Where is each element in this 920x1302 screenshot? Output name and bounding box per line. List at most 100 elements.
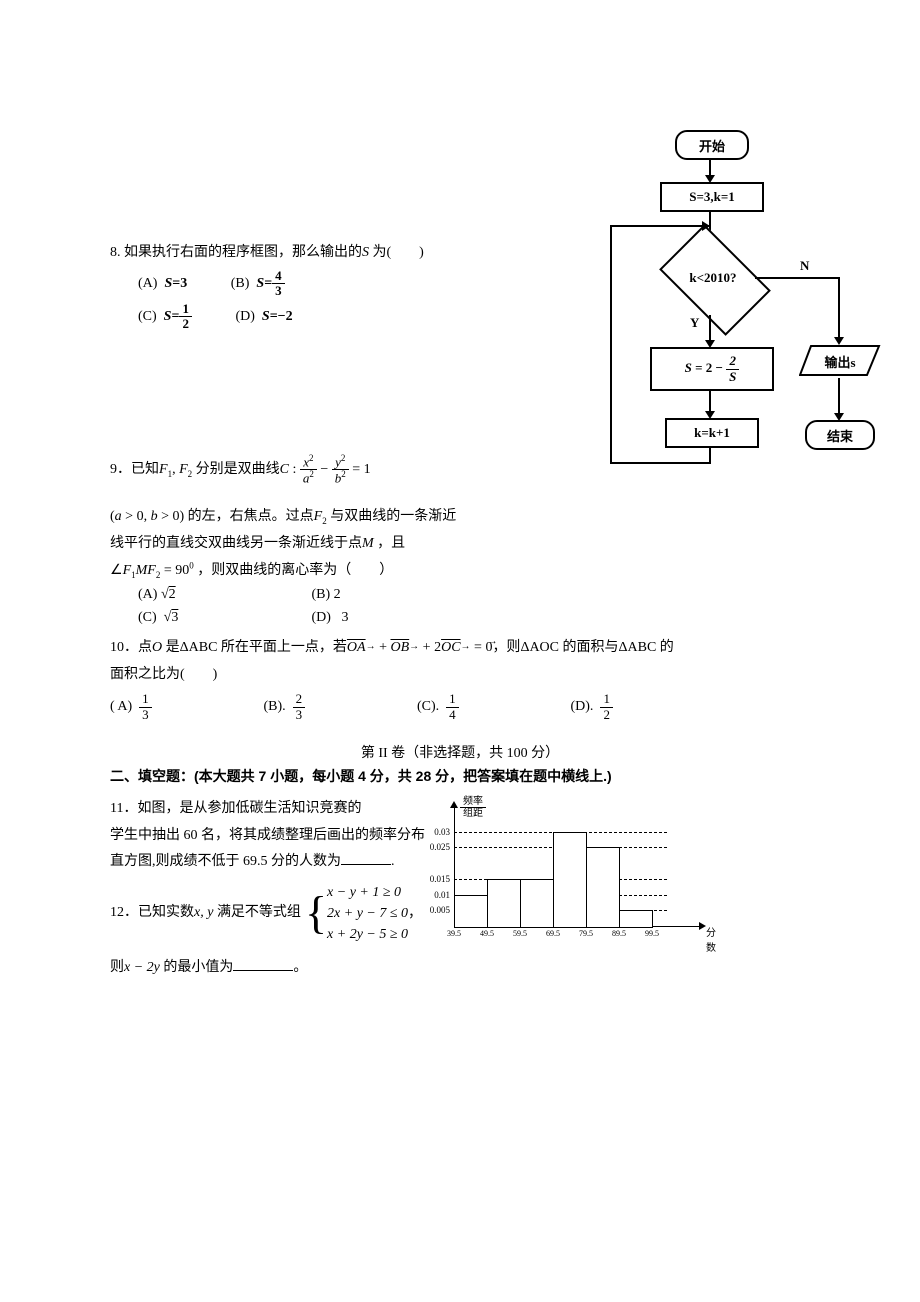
opt-num: 2 (293, 692, 306, 707)
q9-line1: 9．已知F1, F2 分别是双曲线C : x2a2 − y2b2 = 1 (110, 462, 371, 477)
opt-lhs: S (262, 309, 270, 324)
q10-mid1: 是 (162, 640, 180, 655)
opt-den: 4 (446, 708, 459, 722)
q12-mid: 满足不等式组 (213, 905, 301, 920)
flowchart-process: S = 2 − 2S (650, 347, 774, 391)
opt-label: (B) (312, 587, 331, 602)
opt-num: 4 (272, 269, 285, 284)
flowchart-line (610, 225, 709, 227)
q10-line2: 面积之比为( ) (110, 667, 217, 682)
q12-equations: x − y + 1 ≥ 0 2x + y − 7 ≤ 0， x + 2y − 5… (327, 882, 422, 945)
q9-l4end: ，则双曲线的离心率为（ ） (194, 563, 394, 578)
q8-option-d: (D) S=−2 (235, 300, 292, 334)
q9-m: M (362, 536, 374, 551)
opt-label: (C) (138, 309, 157, 324)
y-tick-label: 0.03 (420, 827, 450, 837)
histogram-bar (619, 910, 653, 928)
q8-var: S (362, 245, 369, 260)
q10-oa: OA (347, 640, 366, 655)
flowchart-no-label: N (800, 258, 809, 274)
flowchart-line (755, 277, 840, 279)
q11-blank[interactable] (341, 850, 391, 865)
opt-label: (A) (138, 276, 157, 291)
flowchart-end: 结束 (805, 420, 875, 450)
opt-label: (D) (312, 610, 331, 625)
part2-title: 第 II 卷（非选择题，共 100 分） (110, 742, 810, 762)
q9-comma: , (172, 462, 179, 477)
opt-label: (D). (571, 699, 594, 714)
question-10: 10．点O 是ΔABC 所在平面上一点，若OA→ + OB→ + 2OC→ = … (110, 635, 810, 722)
q10-plus: + (376, 640, 391, 655)
q9-a: a (115, 509, 122, 524)
flowchart-line (709, 315, 711, 343)
histogram-bar (487, 879, 521, 928)
q10-options: ( A) 13 (B). 23 (C). 14 (D). 12 (110, 692, 810, 722)
flowchart-line (610, 225, 612, 463)
q12-line2: 则x − 2y 的最小值为。 (110, 955, 490, 982)
q9-l2post: > 0) 的左，右焦点。过点 (158, 509, 314, 524)
brace-icon: { (305, 890, 327, 936)
opt-den: 2 (179, 317, 192, 331)
q9-f2: F (179, 462, 188, 477)
q12-eq3: x + 2y − 5 ≥ 0 (327, 924, 422, 945)
q11-l3post: . (391, 854, 395, 869)
q10-ob: OB (391, 640, 410, 655)
q9-option-a: (A) √2 (138, 584, 268, 606)
q9-option-b: (B) 2 (312, 584, 341, 606)
x-tick-label: 49.5 (475, 929, 499, 938)
flowchart-start-label: 开始 (699, 136, 725, 155)
flowchart-end-label: 结束 (827, 426, 853, 445)
opt-eq: = (171, 309, 179, 324)
q9-colon: : (289, 462, 300, 477)
q10-option-b: (B). 23 (264, 692, 414, 722)
q9-minus: − (317, 462, 332, 477)
opt-val: 2 (334, 587, 341, 602)
flowchart-yes-label: Y (690, 315, 699, 331)
formula-num: 2 (726, 354, 739, 369)
q10-mid2: 所在平面上一点，若 (217, 640, 347, 655)
opt-label: (B) (231, 276, 250, 291)
opt-den: 3 (272, 284, 285, 298)
q9-l3end: ，且 (374, 536, 406, 551)
q9-b: b (151, 509, 158, 524)
q11-q12-block: 11．如图，是从参加低碳生活知识竞赛的 学生中抽出 60 名，将其成绩整理后画出… (110, 796, 810, 996)
x-tick-label: 99.5 (640, 929, 664, 938)
opt-num: 1 (139, 692, 152, 707)
formula-lhs: S (685, 360, 692, 375)
q10-tri2: ΔAOC (520, 640, 559, 655)
opt-den: 3 (139, 708, 152, 722)
q8-option-b: (B) S=43 (231, 267, 285, 301)
q9-pre: 9．已知 (110, 462, 159, 477)
q10-mid4: 的面积与 (559, 640, 619, 655)
opt-rhs: 3 (180, 276, 187, 291)
axis-arrow-icon (699, 922, 706, 930)
q10-tri1: ΔABC (180, 640, 218, 655)
flowchart-init: S=3,k=1 (660, 182, 764, 212)
q12-blank[interactable] (233, 956, 293, 971)
q10-mid5: 的 (656, 640, 674, 655)
opt-num: 1 (179, 302, 192, 317)
opt-label: (C) (138, 610, 157, 625)
q10-o: O (152, 640, 162, 655)
opt-den: 3 (293, 708, 306, 722)
opt-rhs: −2 (278, 309, 293, 324)
q10-oc: OC (441, 640, 460, 655)
formula-eq: = 2 − (692, 360, 726, 375)
q9-angle: ∠ (110, 563, 123, 578)
q8-text: 8. 如果执行右面的程序框图，那么输出的S 为( ) (110, 245, 424, 260)
q9-options: (A) √2 (B) 2 (C) √3 (D) 3 (138, 584, 810, 629)
opt-val: 3 (341, 610, 348, 625)
q12-l2mid: 的最小值为 (160, 960, 234, 975)
flowchart-output-label: 输出s (800, 346, 880, 376)
page-root: 开始 S=3,k=1 k<2010? Y S = 2 − 2S k=k+1 N (0, 0, 920, 1036)
flowchart-increment-label: k=k+1 (694, 425, 730, 441)
q11-l2: 学生中抽出 60 名，将其成绩整理后画出的频率分布 (110, 828, 425, 843)
q10-line1: 10．点O 是ΔABC 所在平面上一点，若OA→ + OB→ + 2OC→ = … (110, 640, 674, 655)
q12-lhs: 12．已知实数x, y 满足不等式组 (110, 900, 301, 927)
opt-label: (D) (235, 309, 254, 324)
q9-l3: 线平行的直线交双曲线另一条渐近线于点 (110, 536, 362, 551)
q11-l3pre: 直方图,则成绩不低于 69.5 分的人数为 (110, 854, 341, 869)
q9-gt: > 0, (122, 509, 151, 524)
flowchart-process-formula: S = 2 − 2S (685, 354, 740, 384)
q9-line3: 线平行的直线交双曲线另一条渐近线于点M ，且 (110, 536, 405, 551)
